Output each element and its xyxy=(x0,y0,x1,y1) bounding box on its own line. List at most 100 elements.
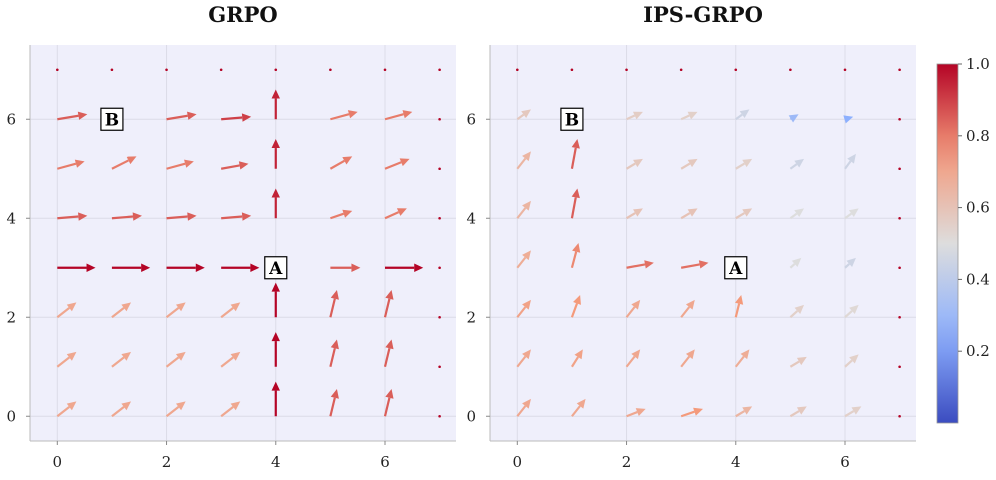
vector-dot xyxy=(898,315,901,319)
vector-arrow xyxy=(271,282,280,318)
annotation-a: A xyxy=(724,256,748,280)
vector-arrow xyxy=(330,263,361,272)
plot-area xyxy=(490,45,916,441)
vector-arrow xyxy=(166,111,197,121)
vector-arrow xyxy=(220,351,241,368)
vector-dot xyxy=(898,216,901,220)
vector-arrow xyxy=(626,408,646,418)
vector-arrow xyxy=(570,294,581,318)
plot-area xyxy=(30,45,456,441)
vector-arrow xyxy=(516,349,531,368)
vector-arrow xyxy=(111,351,132,368)
vector-dot xyxy=(383,68,387,72)
x-tick-label: 4 xyxy=(731,453,741,471)
vector-arrow xyxy=(111,401,132,418)
vector-dot xyxy=(438,365,441,369)
colorbar-tick-label: 0.4 xyxy=(966,270,990,288)
vector-arrow xyxy=(735,109,750,121)
vector-arrow xyxy=(384,158,410,170)
x-tick-label: 6 xyxy=(840,453,850,471)
vector-dot xyxy=(898,266,901,270)
vector-arrow xyxy=(111,263,151,272)
y-tick-label: 6 xyxy=(6,110,16,128)
svg-text:B: B xyxy=(565,110,579,130)
vector-arrow xyxy=(165,302,186,319)
vector-arrow xyxy=(57,159,85,170)
vector-arrow xyxy=(844,153,856,170)
vector-dot xyxy=(898,117,901,121)
vector-arrow xyxy=(220,302,241,319)
vector-arrow xyxy=(330,209,353,220)
vector-arrow xyxy=(57,212,88,221)
vector-arrow xyxy=(789,257,802,269)
vector-dot xyxy=(570,68,574,72)
vector-arrow xyxy=(844,406,862,418)
vector-arrow xyxy=(220,401,241,418)
vector-arrow xyxy=(680,208,698,220)
x-tick-label: 4 xyxy=(271,453,281,471)
vector-arrow xyxy=(844,354,859,368)
vector-arrow xyxy=(844,304,859,319)
svg-text:A: A xyxy=(268,259,283,279)
colorbar-tick-label: 0.8 xyxy=(966,127,990,145)
vector-arrow xyxy=(221,113,252,122)
vector-arrow xyxy=(221,212,252,221)
y-tick-label: 2 xyxy=(6,308,16,326)
vector-arrow xyxy=(570,349,583,368)
vector-arrow xyxy=(383,339,394,368)
vector-arrow xyxy=(789,356,807,368)
vector-arrow xyxy=(165,351,186,368)
vector-arrow xyxy=(516,398,531,417)
x-tick-label: 0 xyxy=(53,453,63,471)
vector-arrow xyxy=(516,299,531,318)
vector-arrow xyxy=(57,111,88,121)
vector-dot xyxy=(516,68,519,72)
vector-arrow xyxy=(516,200,531,219)
vector-arrow xyxy=(625,349,641,368)
y-tick-label: 2 xyxy=(466,308,476,326)
vector-arrow xyxy=(680,111,698,121)
vector-arrow xyxy=(735,158,753,170)
vector-dot xyxy=(329,68,332,72)
vector-arrow xyxy=(680,299,695,318)
vector-dot xyxy=(843,68,847,72)
vector-arrow xyxy=(221,263,260,272)
vector-arrow xyxy=(680,260,709,269)
vector-dot xyxy=(438,68,441,72)
vector-arrow xyxy=(329,290,339,318)
vector-arrow xyxy=(734,294,744,318)
colorbar-tick-label: 0.6 xyxy=(966,199,990,217)
y-tick-label: 4 xyxy=(466,209,476,227)
vector-arrow xyxy=(220,161,249,170)
vector-dot xyxy=(219,68,223,72)
vector-arrow xyxy=(570,243,581,269)
vector-arrow xyxy=(625,208,643,220)
vector-arrow xyxy=(516,250,531,269)
vector-dot xyxy=(898,414,901,418)
x-tick-label: 0 xyxy=(513,453,523,471)
vector-dot xyxy=(898,365,901,369)
colorbar-tick-label: 1.0 xyxy=(966,55,990,73)
vector-arrow xyxy=(844,257,856,269)
vector-dot xyxy=(898,167,901,171)
vector-dot xyxy=(438,216,441,220)
panel-ips-grpo: 0 2 4 6 0 2 4 6 IPS-GRPO A B xyxy=(466,2,916,471)
panel-title: IPS-GRPO xyxy=(643,2,763,27)
vector-arrow xyxy=(625,299,641,318)
vector-dot xyxy=(110,68,114,72)
vector-arrow xyxy=(843,115,854,124)
vector-arrow xyxy=(166,212,197,221)
vector-arrow xyxy=(166,263,205,272)
vector-arrow xyxy=(571,398,586,417)
x-tick-label: 2 xyxy=(622,453,632,471)
vector-arrow xyxy=(271,332,280,367)
vector-arrow xyxy=(844,208,859,220)
x-tick-label: 6 xyxy=(380,453,390,471)
vector-dot xyxy=(56,68,59,72)
vector-arrow xyxy=(626,111,643,121)
vector-arrow xyxy=(385,263,424,272)
vector-arrow xyxy=(383,290,394,318)
vector-arrow xyxy=(789,158,805,170)
vector-arrow xyxy=(56,401,77,418)
vector-arrow xyxy=(384,110,413,121)
